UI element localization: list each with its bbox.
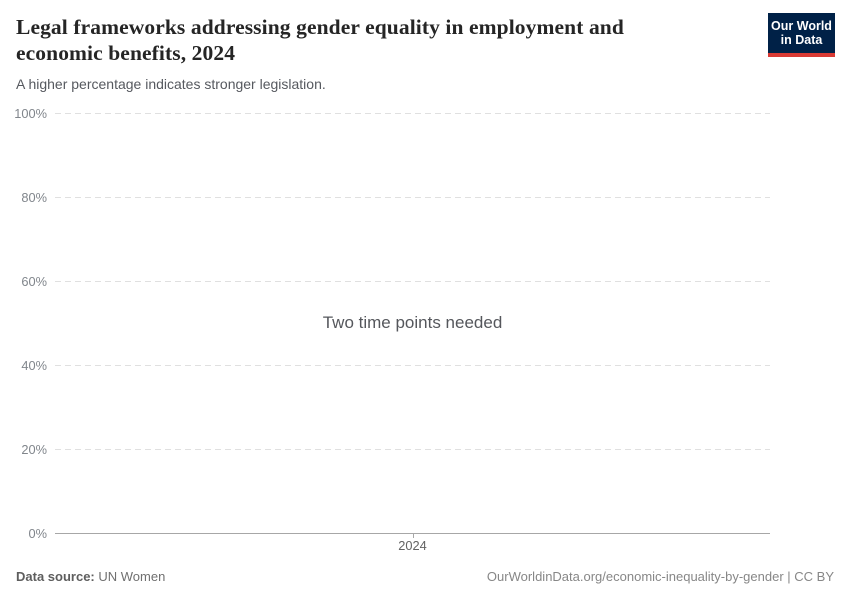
y-axis-tick-label: 80% bbox=[21, 190, 47, 205]
gridline bbox=[55, 113, 770, 114]
y-axis-tick-label: 0% bbox=[28, 526, 48, 541]
chart-subtitle: A higher percentage indicates stronger l… bbox=[16, 76, 326, 92]
y-axis-tick-label: 100% bbox=[14, 106, 47, 121]
x-axis-tick-label: 2024 bbox=[398, 538, 427, 553]
x-axis-tick bbox=[412, 533, 414, 538]
owid-logo-line2: in Data bbox=[780, 33, 823, 47]
owid-logo-line1: Our World bbox=[771, 19, 832, 33]
owid-logo-text: Our World in Data bbox=[771, 19, 832, 47]
data-source-value: UN Women bbox=[94, 569, 166, 584]
data-source-label: Data source: bbox=[16, 569, 95, 584]
no-data-message: Two time points needed bbox=[322, 313, 503, 332]
y-axis-tick-label: 40% bbox=[21, 358, 47, 373]
gridline bbox=[55, 449, 770, 450]
y-axis-tick-label: 60% bbox=[21, 274, 47, 289]
y-axis-tick-label: 20% bbox=[21, 442, 47, 457]
data-source: Data source: UN Women bbox=[16, 569, 165, 585]
gridline bbox=[55, 281, 770, 282]
gridline bbox=[55, 197, 770, 198]
owid-logo[interactable]: Our World in Data bbox=[768, 13, 835, 57]
chart-footer: Data source: UN Women OurWorldinData.org… bbox=[16, 569, 834, 585]
page-title: Legal frameworks addressing gender equal… bbox=[16, 15, 624, 65]
gridline bbox=[55, 365, 770, 366]
attribution-link[interactable]: OurWorldinData.org/economic-inequality-b… bbox=[486, 569, 834, 584]
